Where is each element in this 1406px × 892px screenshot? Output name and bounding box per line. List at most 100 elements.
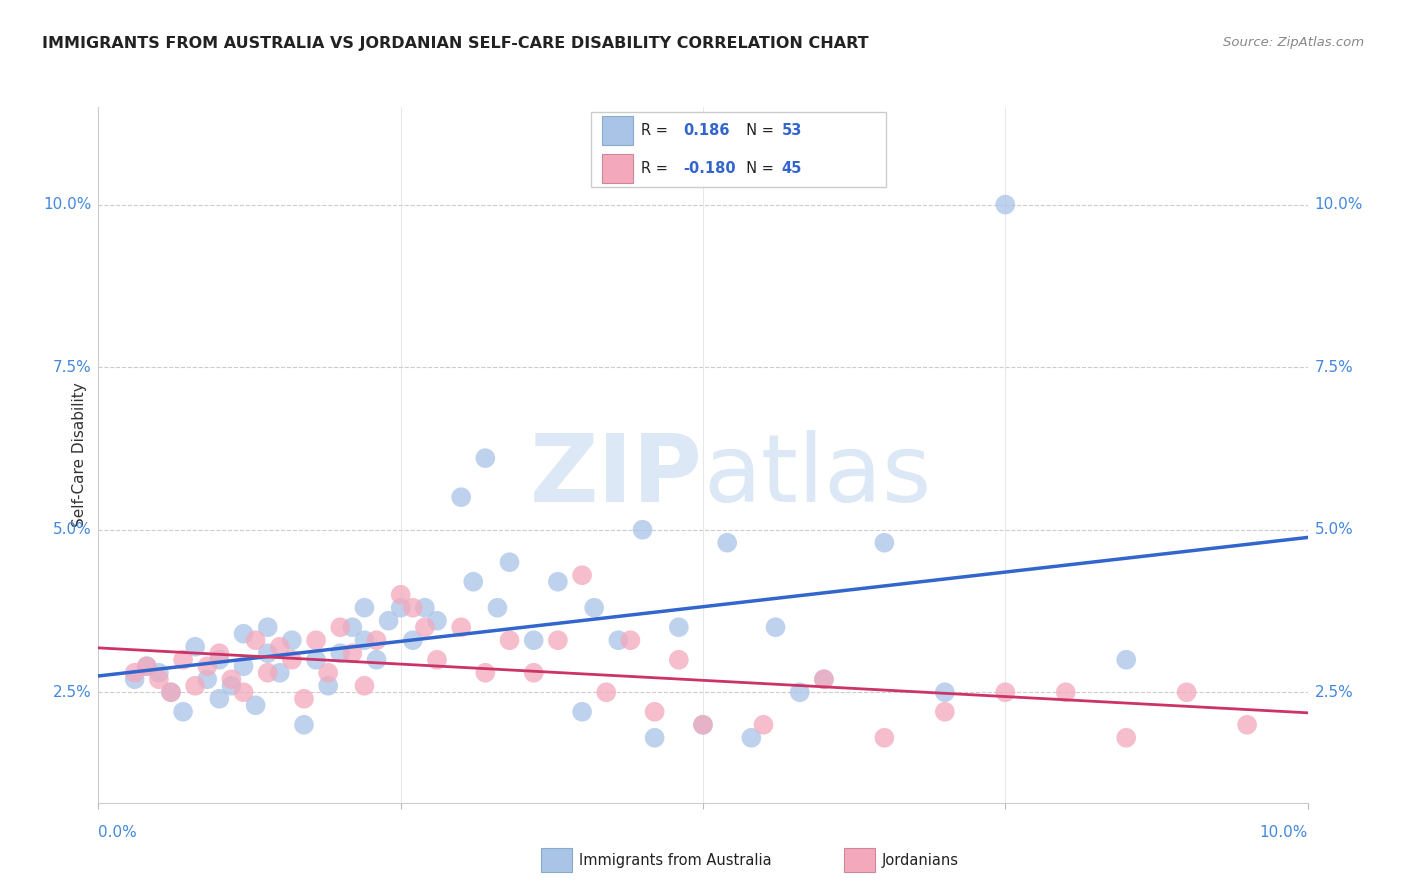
- Point: [813, 672, 835, 686]
- Point: [389, 600, 412, 615]
- Point: [463, 574, 485, 589]
- Point: [644, 705, 666, 719]
- Point: [124, 672, 146, 686]
- Point: [366, 633, 388, 648]
- Text: R =: R =: [641, 123, 672, 138]
- Point: [389, 588, 412, 602]
- Point: [644, 731, 666, 745]
- Point: [1236, 718, 1258, 732]
- Point: [316, 665, 339, 680]
- Point: [208, 646, 231, 660]
- Point: [342, 620, 364, 634]
- Text: R =: R =: [641, 161, 672, 176]
- Point: [195, 659, 218, 673]
- Point: [486, 600, 509, 615]
- Point: [668, 620, 690, 634]
- Point: [1054, 685, 1077, 699]
- Point: [789, 685, 811, 699]
- Point: [245, 633, 267, 648]
- Point: [498, 555, 520, 569]
- Point: [124, 665, 146, 680]
- Text: ZIP: ZIP: [530, 430, 703, 522]
- Point: [135, 659, 157, 673]
- Point: [148, 665, 170, 680]
- Point: [523, 665, 546, 680]
- Point: [245, 698, 267, 713]
- Text: N =: N =: [737, 123, 779, 138]
- Point: [256, 665, 278, 680]
- Point: [547, 574, 569, 589]
- Point: [184, 679, 207, 693]
- Point: [498, 633, 520, 648]
- Point: [1115, 653, 1137, 667]
- Point: [668, 653, 690, 667]
- Point: [571, 568, 593, 582]
- Point: [269, 665, 291, 680]
- Point: [221, 672, 243, 686]
- Point: [413, 620, 436, 634]
- Point: [402, 633, 425, 648]
- Text: 45: 45: [782, 161, 801, 176]
- Point: [256, 620, 278, 634]
- Point: [184, 640, 207, 654]
- Point: [813, 672, 835, 686]
- Text: Source: ZipAtlas.com: Source: ZipAtlas.com: [1223, 36, 1364, 49]
- Point: [765, 620, 787, 634]
- Text: N =: N =: [737, 161, 779, 176]
- Point: [595, 685, 617, 699]
- Point: [402, 600, 425, 615]
- Text: 5.0%: 5.0%: [1315, 522, 1354, 537]
- Point: [934, 705, 956, 719]
- Text: 10.0%: 10.0%: [1315, 197, 1362, 212]
- Point: [208, 691, 231, 706]
- Text: 7.5%: 7.5%: [1315, 359, 1354, 375]
- Point: [1175, 685, 1198, 699]
- Text: 2.5%: 2.5%: [1315, 685, 1354, 699]
- Text: 5.0%: 5.0%: [52, 522, 91, 537]
- Point: [172, 653, 194, 667]
- Point: [148, 672, 170, 686]
- Point: [221, 679, 243, 693]
- Point: [413, 600, 436, 615]
- Point: [873, 535, 896, 549]
- Point: [342, 646, 364, 660]
- Point: [631, 523, 654, 537]
- Point: [353, 679, 375, 693]
- Text: 7.5%: 7.5%: [52, 359, 91, 375]
- Point: [450, 490, 472, 504]
- Point: [474, 451, 496, 466]
- Point: [994, 685, 1017, 699]
- Point: [172, 705, 194, 719]
- Text: 0.186: 0.186: [683, 123, 730, 138]
- Point: [692, 718, 714, 732]
- Point: [329, 646, 352, 660]
- Text: Immigrants from Australia: Immigrants from Australia: [579, 854, 772, 868]
- Point: [329, 620, 352, 634]
- Point: [366, 653, 388, 667]
- Point: [619, 633, 641, 648]
- Point: [292, 691, 315, 706]
- Point: [873, 731, 896, 745]
- Point: [353, 633, 375, 648]
- Point: [208, 653, 231, 667]
- Point: [256, 646, 278, 660]
- Point: [353, 600, 375, 615]
- Point: [740, 731, 762, 745]
- Text: 2.5%: 2.5%: [52, 685, 91, 699]
- Point: [450, 620, 472, 634]
- Point: [523, 633, 546, 648]
- Text: atlas: atlas: [703, 430, 931, 522]
- Point: [281, 633, 304, 648]
- Point: [305, 653, 328, 667]
- Point: [426, 614, 449, 628]
- Point: [160, 685, 183, 699]
- Point: [426, 653, 449, 667]
- Text: 10.0%: 10.0%: [1260, 825, 1308, 840]
- Point: [716, 535, 738, 549]
- Point: [607, 633, 630, 648]
- Text: 10.0%: 10.0%: [44, 197, 91, 212]
- Point: [232, 659, 254, 673]
- Point: [316, 679, 339, 693]
- Point: [583, 600, 606, 615]
- Point: [994, 197, 1017, 211]
